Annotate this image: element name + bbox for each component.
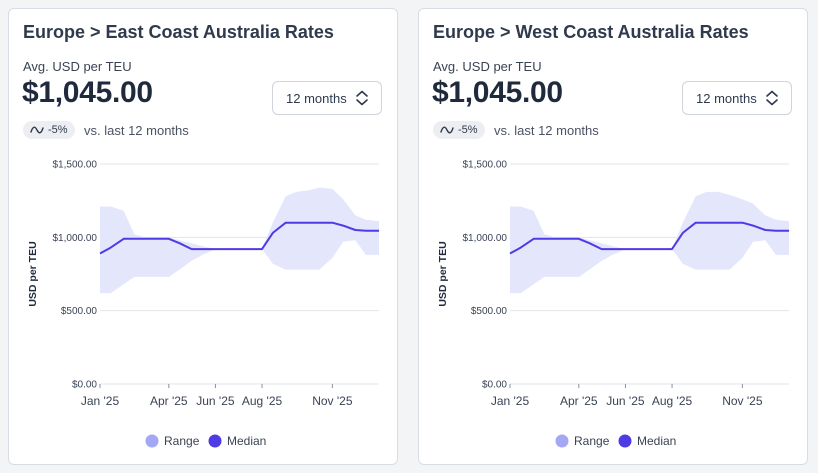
legend-range-swatch <box>555 434 569 448</box>
x-tick-label: Jun '25 <box>196 394 235 408</box>
metric-label: Avg. USD per TEU <box>433 59 542 74</box>
rate-card-west-coast: Europe > West Coast Australia Rates Avg.… <box>418 8 808 465</box>
x-tick-label: Nov '25 <box>722 394 763 408</box>
y-tick-label: $500.00 <box>61 306 98 317</box>
range-band <box>100 187 379 294</box>
change-value: -5% <box>458 124 478 136</box>
change-compare-text: vs. last 12 months <box>494 123 599 138</box>
legend-median-label: Median <box>227 434 266 448</box>
legend-median-label: Median <box>637 434 676 448</box>
x-tick-label: Jun '25 <box>606 394 645 408</box>
period-select[interactable]: 12 months <box>272 81 382 115</box>
period-select-label: 12 months <box>286 90 347 106</box>
card-title: Europe > West Coast Australia Rates <box>433 22 749 42</box>
y-axis-label: USD per TEU <box>27 241 39 306</box>
period-select[interactable]: 12 months <box>682 81 792 115</box>
card-title: Europe > East Coast Australia Rates <box>23 22 334 42</box>
y-tick-label: $1,500.00 <box>463 160 508 171</box>
metric-value: $1,045.00 <box>22 76 153 109</box>
change-badge: -5% <box>433 121 485 139</box>
metric-label: Avg. USD per TEU <box>23 59 132 74</box>
range-band <box>510 191 789 294</box>
chevron-up-down-icon <box>356 90 368 106</box>
y-tick-label: $0.00 <box>72 380 97 391</box>
y-tick-label: $0.00 <box>482 380 507 391</box>
x-tick-label: Aug '25 <box>242 394 283 408</box>
y-tick-label: $500.00 <box>471 306 508 317</box>
legend-median-swatch <box>208 434 222 448</box>
rate-card-east-coast: Europe > East Coast Australia Rates Avg.… <box>8 8 398 465</box>
y-tick-label: $1,000.00 <box>53 233 98 244</box>
rates-chart: $0.00 $500.00 $1,000.00 $1,500.00 USD per TE… <box>27 160 379 448</box>
legend-median-swatch <box>618 434 632 448</box>
legend-range-label: Range <box>164 434 200 448</box>
y-tick-label: $1,000.00 <box>463 233 508 244</box>
x-tick-label: Jan '25 <box>491 394 530 408</box>
change-badge: -5% <box>23 121 75 139</box>
y-tick-label: $1,500.00 <box>53 160 98 171</box>
x-tick-label: Apr '25 <box>150 394 188 408</box>
chevron-up-down-icon <box>766 90 778 106</box>
legend-range-swatch <box>145 434 159 448</box>
x-tick-label: Aug '25 <box>652 394 693 408</box>
y-axis-label: USD per TEU <box>437 241 449 306</box>
trend-wave-icon <box>440 126 454 134</box>
x-tick-label: Nov '25 <box>312 394 353 408</box>
metric-value: $1,045.00 <box>432 76 563 109</box>
trend-wave-icon <box>30 126 44 134</box>
median-line <box>99 221 379 255</box>
x-tick-label: Jan '25 <box>81 394 120 408</box>
rates-chart: $0.00 $500.00 $1,000.00 $1,500.00 USD per TE… <box>437 160 789 448</box>
change-compare-text: vs. last 12 months <box>84 123 189 138</box>
period-select-label: 12 months <box>696 90 757 106</box>
x-tick-label: Apr '25 <box>560 394 598 408</box>
change-value: -5% <box>48 124 68 136</box>
legend-range-label: Range <box>574 434 610 448</box>
median-line <box>509 221 789 255</box>
